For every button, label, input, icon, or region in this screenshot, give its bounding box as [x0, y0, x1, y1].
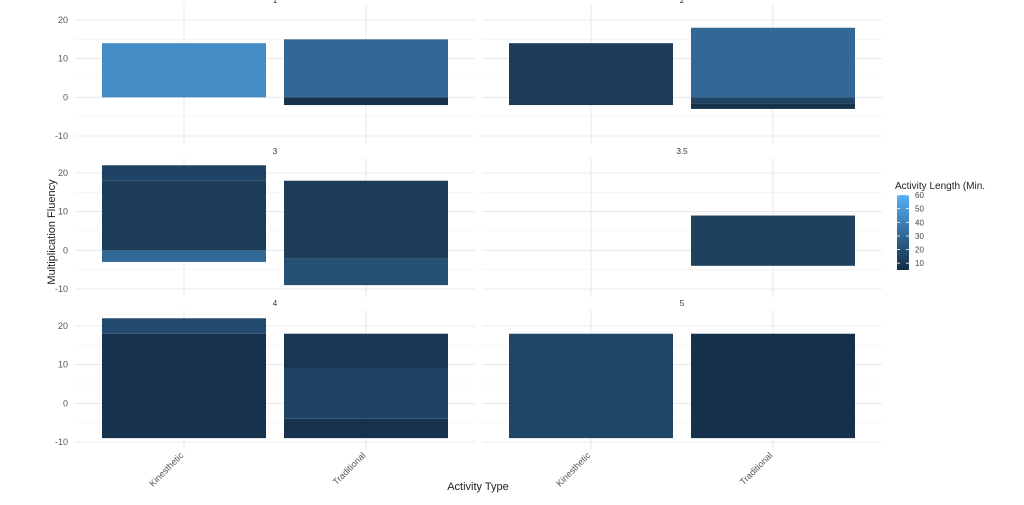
bar-segment	[102, 165, 266, 181]
legend-tick-label: 30	[915, 232, 924, 241]
bar-segment	[102, 318, 266, 334]
bar-segment	[284, 418, 448, 439]
bar-segment	[691, 103, 855, 109]
bar-segment	[284, 258, 448, 286]
legend-colorbar	[897, 195, 909, 270]
y-axis-title: Multiplication Fluency	[46, 179, 58, 285]
y-tick-label: -10	[55, 131, 68, 141]
legend-tick-label: 10	[915, 259, 924, 268]
x-tick-label: Kinesthetic	[147, 450, 186, 489]
y-tick-label: 10	[58, 54, 68, 64]
legend-tick-label: 20	[915, 246, 924, 255]
x-tick-label: Traditional	[331, 450, 368, 487]
bar-segment	[284, 368, 448, 419]
bar-segment	[284, 39, 448, 98]
panel-strip-label: 3	[273, 147, 278, 156]
bar-segment	[284, 180, 448, 259]
y-tick-label: 0	[63, 92, 68, 102]
y-tick-label: 20	[58, 168, 68, 178]
x-tick-label: Kinesthetic	[554, 450, 593, 489]
panel-strip-label: 5	[680, 299, 685, 308]
legend-tick-label: 50	[915, 205, 924, 214]
bar-segment	[102, 180, 266, 251]
bar-segment	[691, 215, 855, 266]
y-tick-label: 20	[58, 321, 68, 331]
panel-strip-label: 3.5	[676, 147, 688, 156]
y-tick-label: 0	[63, 398, 68, 408]
bar-segment	[509, 333, 673, 439]
legend-title: Activity Length (Min.	[895, 181, 985, 192]
bar-segment	[284, 333, 448, 369]
bar-segment	[102, 333, 266, 439]
bar-segment	[509, 43, 673, 106]
x-tick-label: Traditional	[738, 450, 775, 487]
y-tick-label: 20	[58, 15, 68, 25]
bar-segment	[691, 333, 855, 439]
x-axis-title: Activity Type	[447, 481, 509, 493]
y-tick-label: -10	[55, 437, 68, 447]
bar-segment	[102, 250, 266, 262]
panel-strip-label: 2	[680, 0, 685, 5]
y-tick-label: 10	[58, 360, 68, 370]
legend-tick-label: 40	[915, 218, 924, 227]
legend-tick-label: 60	[915, 191, 924, 200]
bar-segment	[691, 97, 855, 104]
y-tick-label: -10	[55, 284, 68, 294]
y-tick-label: 10	[58, 207, 68, 217]
y-tick-label: 0	[63, 245, 68, 255]
panel-strip-label: 1	[273, 0, 278, 5]
bar-segment	[691, 27, 855, 98]
bar-segment	[284, 97, 448, 106]
bar-segment	[102, 43, 266, 98]
panel-strip-label: 4	[273, 299, 278, 308]
